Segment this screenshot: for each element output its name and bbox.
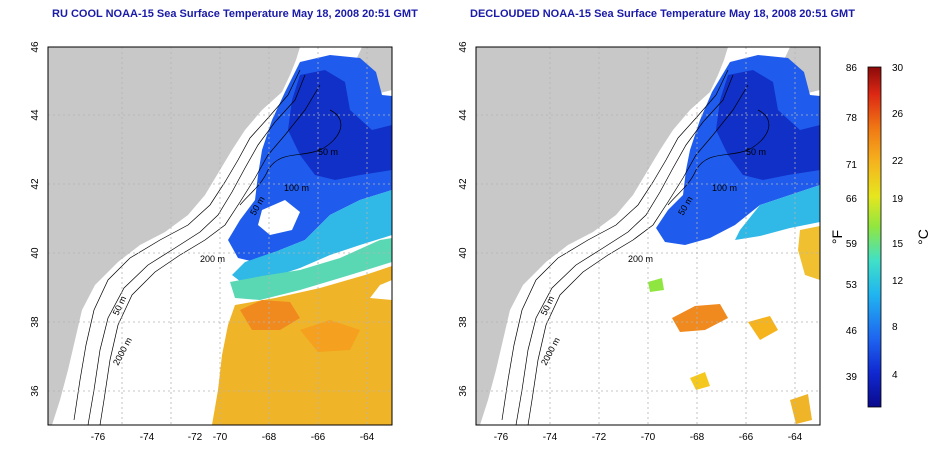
x-axis-raw: -76 -74 -72 -70 -68 -66 -64 xyxy=(91,432,375,443)
lon-tick-label: -64 xyxy=(360,432,375,443)
map-title-raw: RU COOL NOAA-15 Sea Surface Temperature … xyxy=(52,8,418,20)
lat-tick-label: 42 xyxy=(458,178,469,190)
lon-tick-label: -64 xyxy=(788,432,803,443)
contour-2000m xyxy=(99,84,321,425)
colorbar-c-tick: 30 xyxy=(892,63,904,74)
sst-cool-water xyxy=(735,185,820,240)
colorbar-c-tick: 26 xyxy=(892,109,904,120)
sst-coldest-core xyxy=(288,70,392,180)
lon-tick-label: -68 xyxy=(690,432,705,443)
lon-tick-label: -74 xyxy=(543,432,558,443)
cloud-gap-2 xyxy=(370,280,392,300)
lat-tick-label: 46 xyxy=(458,41,469,53)
lon-tick-label: -76 xyxy=(494,432,509,443)
lat-tick-label: 42 xyxy=(30,178,41,190)
colorbar-f-tick: 78 xyxy=(846,113,858,124)
colorbar-c-tick: 19 xyxy=(892,194,904,205)
contour-label-50m: 50 m xyxy=(746,147,766,157)
contour-200m xyxy=(515,74,734,425)
contour-200m xyxy=(87,74,306,425)
land-mass xyxy=(476,47,728,425)
sst-mid-patch xyxy=(648,278,664,292)
lon-tick-label: -68 xyxy=(262,432,277,443)
colorbar-c-tick: 22 xyxy=(892,156,904,167)
sst-warm-patch-2 xyxy=(748,316,778,340)
sst-cool-water xyxy=(232,190,392,285)
sst-warm-patch-4 xyxy=(790,394,812,424)
colorbar-celsius-ticks: 30 26 22 19 15 12 8 4 xyxy=(892,63,904,381)
sst-warm-patch-3 xyxy=(690,372,710,390)
contour-50m xyxy=(501,69,729,421)
contour-label-200m: 200 m xyxy=(628,254,653,264)
map-panel-raw: 50 m 100 m 200 m 50 m 50 m 2000 m -76 -7… xyxy=(30,41,393,443)
lat-tick-label: 36 xyxy=(458,385,469,397)
contour-shelf-edge xyxy=(239,109,342,206)
lat-tick-label: 36 xyxy=(30,385,41,397)
cloud-gap xyxy=(258,200,300,235)
lat-tick-label: 40 xyxy=(458,247,469,259)
map-title-declouded: DECLOUDED NOAA-15 Sea Surface Temperatur… xyxy=(470,8,855,20)
lon-tick-label: -74 xyxy=(140,432,155,443)
sst-warm-patch xyxy=(240,300,300,330)
y-axis-raw: 36 38 40 42 44 46 xyxy=(30,41,41,397)
colorbar-f-tick: 86 xyxy=(846,63,858,74)
lon-tick-label: -66 xyxy=(311,432,326,443)
lon-tick-label: -66 xyxy=(739,432,754,443)
x-axis-declouded: -76 -74 -72 -70 -68 -66 -64 xyxy=(494,432,803,443)
colorbar-unit-celsius: °C xyxy=(915,229,931,245)
colorbar-gradient xyxy=(867,66,882,408)
lon-tick-label: -72 xyxy=(592,432,607,443)
lon-tick-label: -70 xyxy=(641,432,656,443)
map-panel-declouded: 50 m 100 m 200 m 50 m 50 m 2000 m -76 -7… xyxy=(458,41,821,443)
sst-warm-patch xyxy=(672,304,728,332)
colorbar-f-tick: 39 xyxy=(846,372,858,383)
lon-tick-label: -76 xyxy=(91,432,106,443)
colorbar-c-tick: 15 xyxy=(892,239,904,250)
colorbar-c-tick: 4 xyxy=(892,370,898,381)
colorbar-f-tick: 71 xyxy=(846,160,858,171)
colorbar-f-tick: 59 xyxy=(846,239,858,250)
land-mass xyxy=(48,47,300,425)
contour-label-100m: 100 m xyxy=(712,183,737,193)
map-frame xyxy=(47,46,393,426)
lon-tick-label: -70 xyxy=(213,432,228,443)
lat-tick-label: 44 xyxy=(458,109,469,121)
map-frame xyxy=(475,46,821,426)
sst-warm-edge xyxy=(798,226,820,280)
lat-tick-label: 44 xyxy=(30,109,41,121)
colorbar-f-tick: 66 xyxy=(846,194,858,205)
lat-tick-label: 38 xyxy=(30,316,41,328)
contour-label-200m: 200 m xyxy=(200,254,225,264)
lat-tick-label: 40 xyxy=(30,247,41,259)
sst-mid-water xyxy=(230,238,392,300)
colorbar: 86 78 71 66 59 53 46 39 30 26 22 19 15 1… xyxy=(829,63,931,408)
contour-2000m xyxy=(527,84,749,425)
colorbar-fahrenheit-ticks: 86 78 71 66 59 53 46 39 xyxy=(846,63,858,383)
colorbar-f-tick: 46 xyxy=(846,326,858,337)
colorbar-f-tick: 53 xyxy=(846,280,858,291)
y-axis-declouded: 36 38 40 42 44 46 xyxy=(458,41,469,397)
contour-label-50m: 50 m xyxy=(318,147,338,157)
lat-tick-label: 46 xyxy=(30,41,41,53)
colorbar-unit-fahrenheit: °F xyxy=(829,230,845,244)
contour-shelf-edge xyxy=(667,109,770,206)
colorbar-c-tick: 12 xyxy=(892,276,904,287)
lon-tick-label: -72 xyxy=(188,432,203,443)
graticule xyxy=(48,47,392,425)
lat-tick-label: 38 xyxy=(458,316,469,328)
sst-coldest-core xyxy=(716,70,820,180)
colorbar-c-tick: 8 xyxy=(892,322,898,333)
graticule xyxy=(476,47,820,425)
contour-50m xyxy=(73,69,301,421)
contour-label-100m: 100 m xyxy=(284,183,309,193)
sst-warm-patch-2 xyxy=(300,320,360,352)
